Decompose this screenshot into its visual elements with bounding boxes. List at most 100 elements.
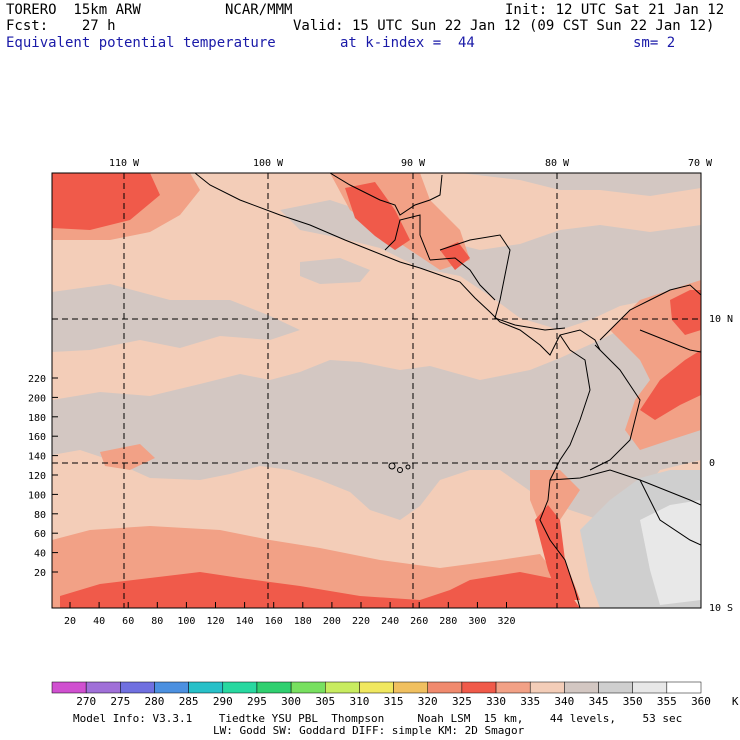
forecast-hour: Fcst: 27 h	[6, 18, 116, 34]
colorbar-label: 345	[589, 695, 609, 708]
colorbar-swatch	[256, 681, 292, 694]
coastline-mexico	[194, 173, 421, 269]
model-physics-line: LW: Godd SW: Goddard DIFF: simple KM: 2D…	[213, 724, 525, 737]
colorbar-swatch	[564, 681, 599, 694]
lon-label: 80 W	[545, 158, 570, 169]
x-tick-label: 40	[93, 616, 105, 627]
colorbar-label: 360	[691, 695, 711, 708]
y-tick-label: 200	[28, 393, 46, 404]
field-345-region	[52, 312, 701, 520]
colorbar-swatch	[427, 681, 463, 694]
y-tick-label: 140	[28, 452, 46, 463]
colorbar-label: 310	[349, 695, 369, 708]
coastline-yucatan	[329, 173, 443, 216]
field-330-region	[535, 505, 580, 600]
x-tick-label: 100	[177, 616, 195, 627]
colorbar-swatch	[632, 681, 668, 694]
colorbar: 270 275 280 285 290 295 300 305 310 315 320 325 330 3…	[51, 681, 739, 708]
border-peru-brazil	[639, 479, 701, 546]
colorbar-swatch	[85, 681, 121, 694]
field-330-region	[52, 173, 160, 230]
x-tick-label: 120	[206, 616, 224, 627]
model-title: TORERO 15km ARW	[6, 2, 141, 18]
colorbar-label: 295	[247, 695, 267, 708]
field-name: Equivalent potential temperature	[6, 35, 276, 51]
colorbar-swatch	[325, 681, 360, 694]
field-330-region	[670, 290, 701, 335]
colorbar-swatch	[461, 681, 497, 694]
colorbar-label: 355	[657, 695, 677, 708]
y-tick-label: 120	[28, 471, 46, 482]
y-tick-label: 20	[34, 568, 46, 579]
x-tick-label: 300	[468, 616, 486, 627]
x-tick-label: 220	[352, 616, 370, 627]
x-tick-label: 80	[151, 616, 163, 627]
x-tick-label: 200	[323, 616, 341, 627]
x-tick-label: 160	[265, 616, 283, 627]
y-tick-label: 60	[34, 529, 46, 540]
field-330-region	[60, 572, 580, 608]
colorbar-label: 270	[76, 695, 96, 708]
coastline-south-america	[599, 284, 701, 341]
lat-label: 10 S	[709, 603, 733, 614]
lon-label: 70 W	[688, 158, 713, 169]
colorbar-label: 335	[520, 695, 540, 708]
field-345-region	[300, 258, 370, 284]
border-venezuela	[639, 329, 701, 353]
colorbar-label: 325	[452, 695, 472, 708]
coastline-caribbean	[439, 234, 566, 331]
colorbar-swatch	[222, 681, 258, 694]
init-time: Init: 12 UTC Sat 21 Jan 12	[505, 2, 725, 18]
lon-label: 110 W	[109, 158, 140, 169]
galapagos-island	[397, 467, 403, 473]
x-tick-label: 140	[236, 616, 254, 627]
level-info: at k-index = 44	[340, 35, 475, 51]
colorbar-label: 290	[213, 695, 233, 708]
y-tick-label: 160	[28, 432, 46, 443]
colorbar-label: 350	[623, 695, 643, 708]
y-tick-label: 180	[28, 413, 46, 424]
colorbar-swatch	[495, 681, 531, 694]
colorbar-label: 300	[281, 695, 301, 708]
field-330-region	[440, 242, 470, 270]
colorbar-swatch	[51, 681, 87, 694]
y-tick-label: 100	[28, 490, 46, 501]
colorbar-swatch	[120, 681, 155, 694]
x-tick-label: 180	[294, 616, 312, 627]
field-330-region	[345, 182, 410, 250]
map-frame	[51, 172, 702, 609]
center-name: NCAR/MMM	[225, 2, 293, 18]
colorbar-label: 285	[179, 695, 199, 708]
x-tick-label: 260	[410, 616, 428, 627]
colorbar-swatch	[529, 681, 565, 694]
latitude-labels: 10 N 0 10 S	[709, 314, 733, 614]
border-guatemala	[384, 214, 431, 261]
field-330-region	[640, 350, 701, 420]
colorbar-swatch	[188, 681, 224, 694]
colorbar-label: 320	[418, 695, 438, 708]
colorbar-label: 330	[486, 695, 506, 708]
coastline-pacific-sa	[539, 334, 591, 608]
x-tick-label: 240	[381, 616, 399, 627]
lon-label: 90 W	[401, 158, 426, 169]
colorbar-label: 315	[384, 695, 404, 708]
longitude-labels: 110 W 100 W 90 W 80 W 70 W	[109, 158, 713, 169]
theta-e-field	[52, 173, 701, 608]
y-axis: 20 40 60 80 100 120 140 160 180 200 220	[28, 374, 58, 579]
border-honduras	[429, 257, 496, 301]
field-355-region	[640, 500, 701, 605]
y-tick-label: 220	[28, 374, 46, 385]
y-tick-label: 80	[34, 510, 46, 521]
field-345-region	[52, 284, 300, 352]
colorbar-label: 275	[110, 695, 130, 708]
border-colombia	[589, 344, 641, 471]
x-tick-label: 320	[497, 616, 515, 627]
x-tick-label: 20	[64, 616, 76, 627]
colorbar-swatch	[154, 681, 189, 694]
colorbar-swatch	[359, 681, 394, 694]
lon-label: 100 W	[253, 158, 284, 169]
colorbar-swatch	[598, 681, 633, 694]
valid-time: Valid: 15 UTC Sun 22 Jan 12 (09 CST Sun …	[293, 18, 715, 34]
latlon-grid	[52, 173, 701, 608]
